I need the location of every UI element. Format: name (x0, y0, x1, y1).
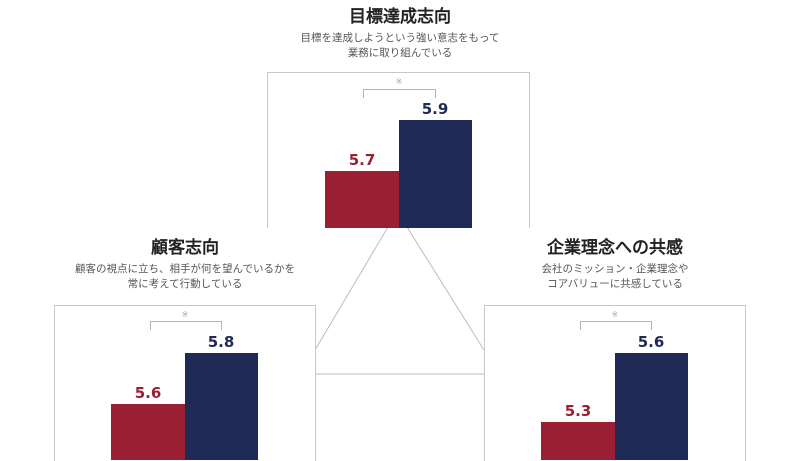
right-value-b: 5.6 (637, 333, 665, 351)
right-desc-line2: コアバリューに共感している (547, 278, 683, 290)
right-value-a: 5.3 (564, 402, 592, 420)
top-desc-line2: 業務に取り組んでいる (347, 47, 453, 59)
top-title: 目標達成志向 (349, 7, 451, 27)
left-title: 顧客志向 (151, 238, 219, 258)
right-significance-mark: ※ (611, 310, 619, 319)
top-value-b: 5.9 (421, 100, 449, 118)
left-desc-line1: 顧客の視点に立ち、相手が何を望んでいるかを (75, 263, 295, 275)
left-desc-line2: 常に考えて行動している (127, 278, 243, 290)
top-bar-a (325, 171, 399, 228)
right-title: 企業理念への共感 (547, 238, 683, 258)
top-significance-bracket (363, 89, 436, 98)
left-value-b: 5.8 (207, 333, 235, 351)
top-significance-mark: ※ (395, 77, 403, 86)
left-bar-b (185, 353, 258, 460)
left-significance-bracket (150, 321, 222, 330)
left-value-a: 5.6 (134, 384, 162, 402)
right-desc-line1: 会社のミッション・企業理念や (541, 263, 689, 275)
right-significance-bracket (580, 321, 652, 330)
left-significance-mark: ※ (181, 310, 189, 319)
left-description: 顧客の視点に立ち、相手が何を望んでいるかを 常に考えて行動している (30, 262, 340, 292)
right-bar-b (615, 353, 688, 460)
left-bar-a (111, 404, 185, 460)
top-desc-line1: 目標を達成しようという強い意志をもって (300, 32, 500, 44)
top-value-a: 5.7 (348, 151, 376, 169)
top-bar-b (399, 120, 472, 228)
right-description: 会社のミッション・企業理念や コアバリューに共感している (465, 262, 765, 292)
top-description: 目標を達成しようという強い意志をもって 業務に取り組んでいる (250, 31, 550, 61)
right-bar-a (541, 422, 615, 460)
